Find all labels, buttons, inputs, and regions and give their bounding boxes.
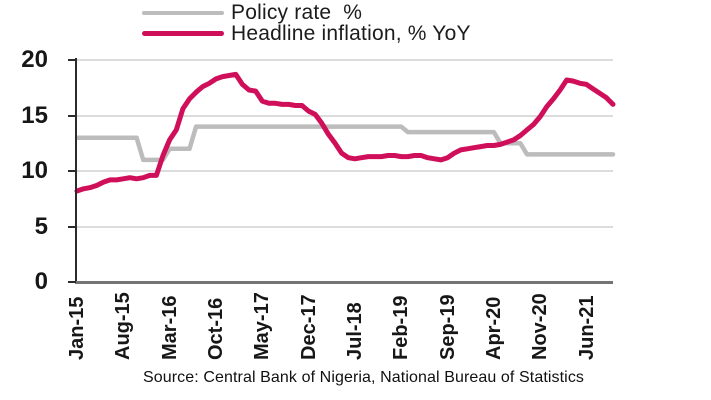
- policy-rate-legend-label: Policy rate %: [231, 1, 363, 24]
- x-label-May-17: May-17: [251, 292, 274, 360]
- headline-inflation-line-swatch: [142, 31, 224, 36]
- y-label-0: 0: [34, 268, 48, 295]
- plot-area: [74, 59, 616, 282]
- x-label-Feb-19: Feb-19: [390, 295, 413, 360]
- x-label-Aug-15: Aug-15: [112, 292, 135, 360]
- legend: Policy rate % Headline inflation, % YoY: [142, 2, 471, 44]
- x-label-Dec-17: Dec-17: [297, 294, 320, 360]
- x-label-Oct-16: Oct-16: [204, 297, 227, 360]
- legend-item-policy-rate: Policy rate %: [142, 2, 471, 23]
- x-label-Jan-15: Jan-15: [66, 296, 88, 360]
- legend-item-headline-inflation: Headline inflation, % YoY: [142, 23, 471, 44]
- x-label-Sep-19: Sep-19: [436, 294, 459, 360]
- x-label-Jul-18: Jul-18: [343, 302, 366, 360]
- gridline-10: [77, 170, 613, 172]
- policy-rate-line-swatch: [142, 10, 224, 15]
- y-label-20: 20: [21, 46, 48, 73]
- headline-inflation-line: [74, 71, 616, 194]
- y-tick-0: [68, 281, 76, 283]
- y-label-10: 10: [21, 157, 48, 184]
- x-label-Mar-16: Mar-16: [158, 295, 181, 360]
- y-tick-5: [68, 225, 76, 228]
- x-label-Apr-20: Apr-20: [482, 296, 505, 360]
- y-tick-15: [68, 114, 76, 117]
- gridline-15: [77, 114, 613, 117]
- source-note: Source: Central Bank of Nigeria, Nationa…: [142, 369, 585, 386]
- y-label-15: 15: [21, 101, 48, 129]
- y-label-5: 5: [34, 212, 48, 240]
- y-tick-20: [68, 59, 76, 61]
- line-series: [74, 71, 616, 194]
- gridline-20: [77, 59, 613, 61]
- x-label-Nov-20: Nov-20: [529, 293, 552, 360]
- y-axis: [75, 58, 77, 283]
- policy-rate-line: [74, 124, 616, 163]
- headline-inflation-legend-label: Headline inflation, % YoY: [231, 22, 471, 45]
- x-label-Jun-21: Jun-21: [575, 295, 598, 360]
- gridline-5: [77, 225, 613, 228]
- x-axis: [75, 281, 613, 284]
- y-tick-10: [68, 170, 76, 172]
